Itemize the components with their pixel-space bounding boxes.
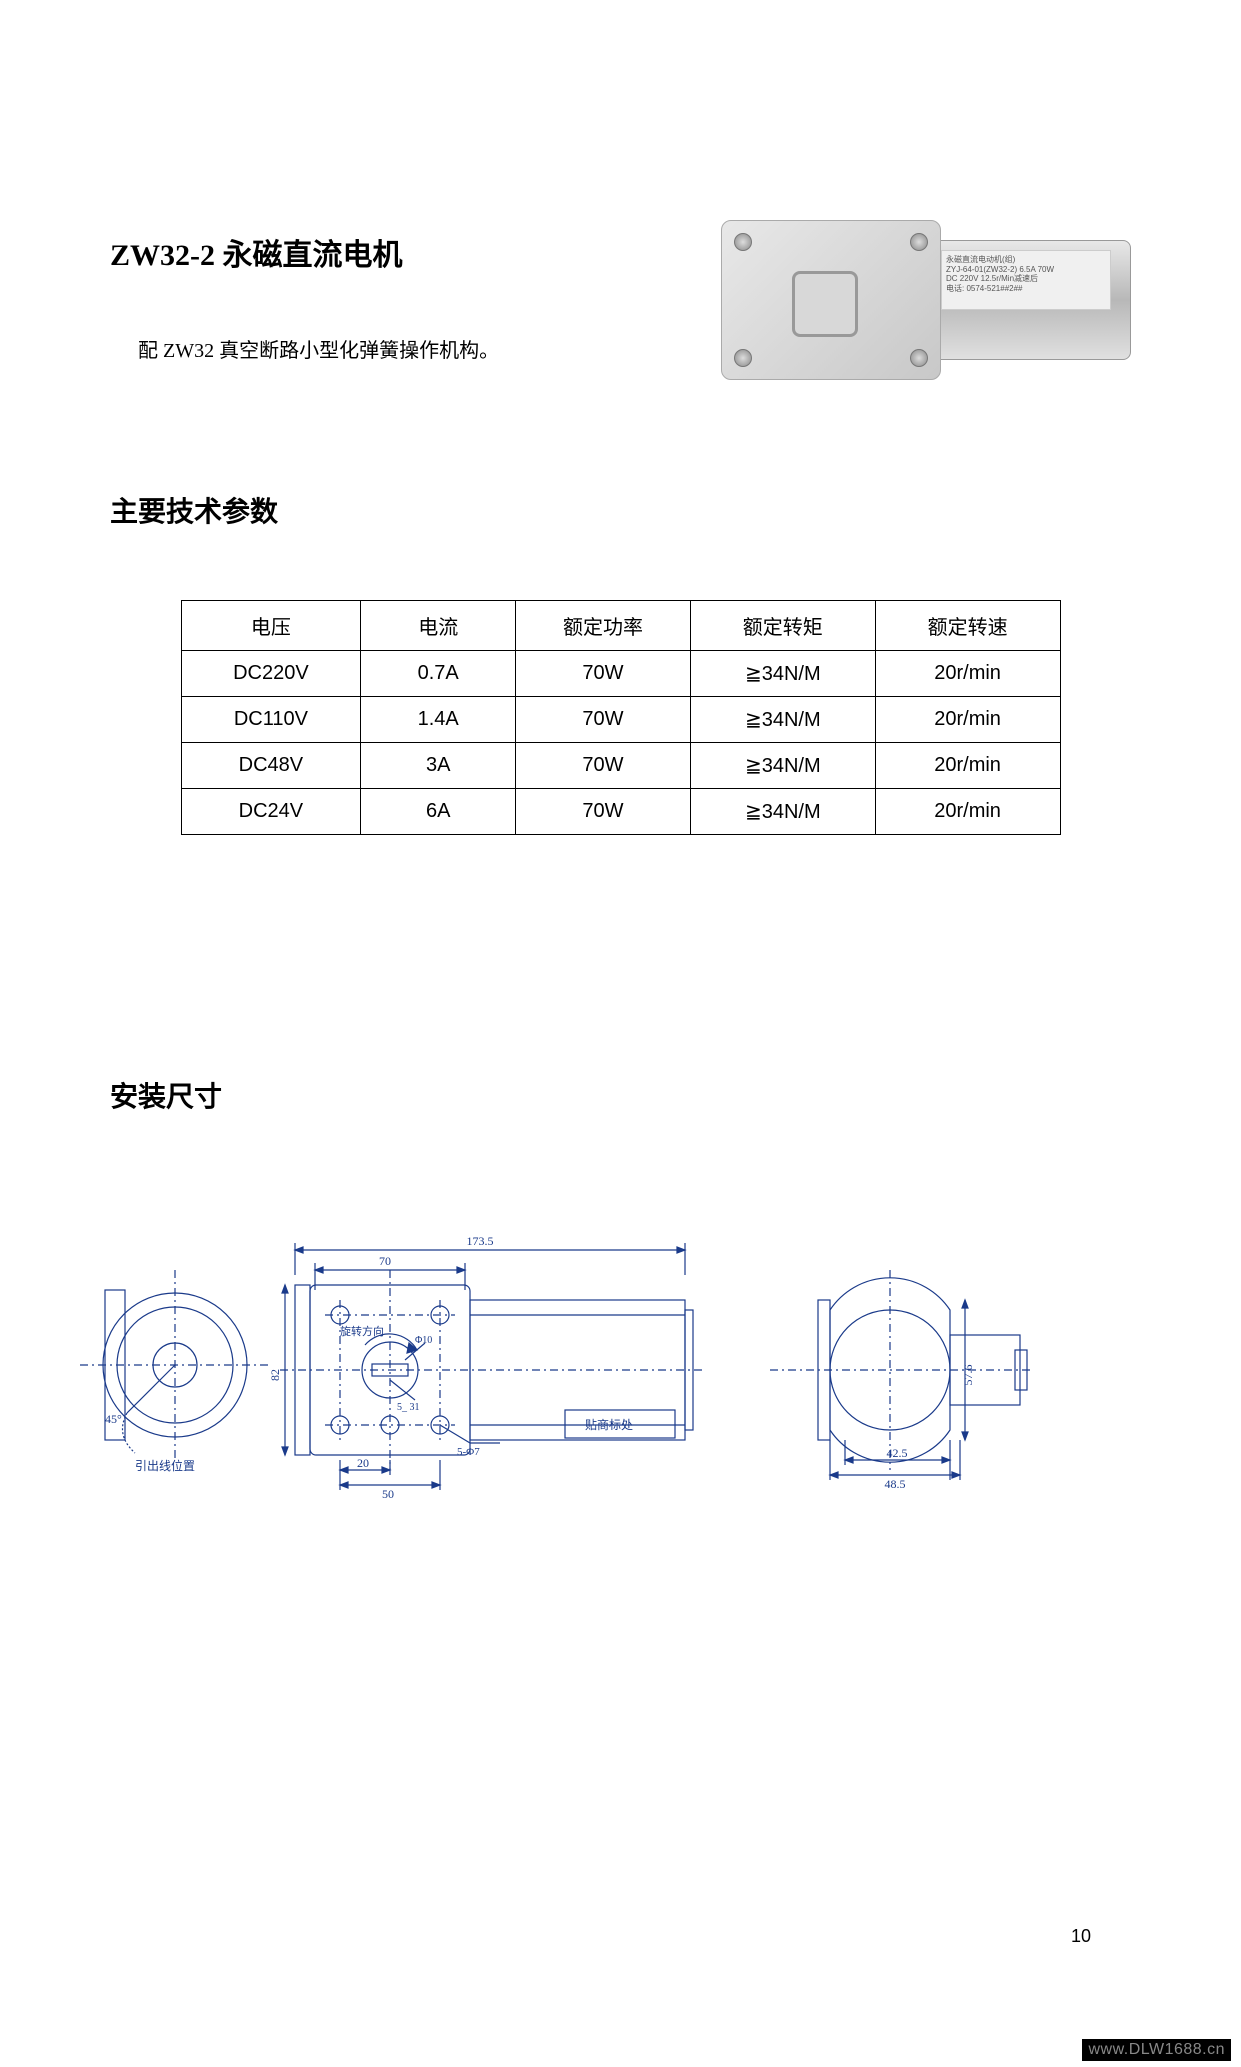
header-row: ZW32-2 永磁直流电机 配 ZW32 真空断路小型化弹簧操作机构。 永磁直流… xyxy=(110,230,1131,370)
table-cell: 0.7A xyxy=(361,651,516,697)
table-cell: 70W xyxy=(516,651,691,697)
table-row: DC220V0.7A70W≧34N/M20r/min xyxy=(181,651,1060,697)
col-power: 额定功率 xyxy=(516,601,691,651)
table-cell: ≧34N/M xyxy=(690,789,875,835)
table-cell: 6A xyxy=(361,789,516,835)
dim-holes: 5-Φ7 xyxy=(457,1446,480,1458)
watermark: www.DLW1688.cn xyxy=(1082,2039,1231,2061)
col-speed: 额定转速 xyxy=(875,601,1060,651)
dim-lead-label: 引出线位置 xyxy=(135,1458,195,1473)
product-title: ZW32-2 永磁直流电机 xyxy=(110,230,681,274)
table-cell: 70W xyxy=(516,789,691,835)
dimension-drawing: 45° 引出线位置 173.5 xyxy=(80,1215,1100,1535)
col-current: 电流 xyxy=(361,601,516,651)
product-subtitle: 配 ZW32 真空断路小型化弹簧操作机构。 xyxy=(138,334,681,363)
nameplate-line: DC 220V 12.5r/Min减速后 xyxy=(946,274,1106,284)
table-cell: ≧34N/M xyxy=(690,743,875,789)
spec-section-title: 主要技术参数 xyxy=(110,490,1131,530)
dim-hspacing: 50 xyxy=(382,1487,394,1501)
table-row: DC110V1.4A70W≧34N/M20r/min xyxy=(181,697,1060,743)
dim-sticker: 贴商标处 xyxy=(585,1417,633,1432)
table-cell: ≧34N/M xyxy=(690,697,875,743)
dim-rot-label: 旋转方向 xyxy=(340,1324,384,1338)
dim-section-title: 安装尺寸 xyxy=(110,1075,1131,1115)
col-torque: 额定转矩 xyxy=(690,601,875,651)
product-photo: 永磁直流电动机(组) ZYJ-64-01(ZW32-2) 6.5A 70W DC… xyxy=(721,200,1131,370)
dim-angle: 45° xyxy=(105,1412,122,1426)
spec-table-body: DC220V0.7A70W≧34N/M20r/minDC110V1.4A70W≧… xyxy=(181,651,1060,835)
dim-plate-width: 70 xyxy=(379,1254,391,1268)
nameplate-line: 永磁直流电动机(组) xyxy=(946,255,1106,265)
table-cell: 20r/min xyxy=(875,651,1060,697)
dim-end-w2: 48.5 xyxy=(885,1477,906,1491)
table-header-row: 电压 电流 额定功率 额定转矩 额定转速 xyxy=(181,601,1060,651)
table-cell: 1.4A xyxy=(361,697,516,743)
dim-plate-height: 82 xyxy=(268,1369,282,1381)
table-row: DC24V6A70W≧34N/M20r/min xyxy=(181,789,1060,835)
nameplate-line: ZYJ-64-01(ZW32-2) 6.5A 70W xyxy=(946,265,1106,275)
table-cell: DC220V xyxy=(181,651,361,697)
table-cell: 20r/min xyxy=(875,697,1060,743)
table-cell: DC110V xyxy=(181,697,361,743)
table-cell: ≧34N/M xyxy=(690,651,875,697)
table-cell: 20r/min xyxy=(875,789,1060,835)
page-number: 10 xyxy=(1071,1926,1091,1947)
nameplate-line: 电话: 0574-521##2## xyxy=(946,284,1106,294)
dim-total-length: 173.5 xyxy=(467,1234,494,1248)
table-cell: DC24V xyxy=(181,789,361,835)
table-cell: 20r/min xyxy=(875,743,1060,789)
table-cell: 70W xyxy=(516,743,691,789)
table-cell: DC48V xyxy=(181,743,361,789)
spec-table: 电压 电流 额定功率 额定转矩 额定转速 DC220V0.7A70W≧34N/M… xyxy=(181,600,1061,835)
table-cell: 70W xyxy=(516,697,691,743)
table-row: DC48V3A70W≧34N/M20r/min xyxy=(181,743,1060,789)
dim-motor-dia: 57.6 xyxy=(961,1365,975,1386)
col-voltage: 电压 xyxy=(181,601,361,651)
dim-hsub: 20 xyxy=(357,1456,369,1470)
table-cell: 3A xyxy=(361,743,516,789)
dim-slot: 5_ 31 xyxy=(397,1402,420,1413)
nameplate-label: 永磁直流电动机(组) ZYJ-64-01(ZW32-2) 6.5A 70W DC… xyxy=(941,250,1111,310)
dim-shaft: Φ10 xyxy=(415,1335,432,1346)
dim-end-w1: 42.5 xyxy=(887,1446,908,1460)
